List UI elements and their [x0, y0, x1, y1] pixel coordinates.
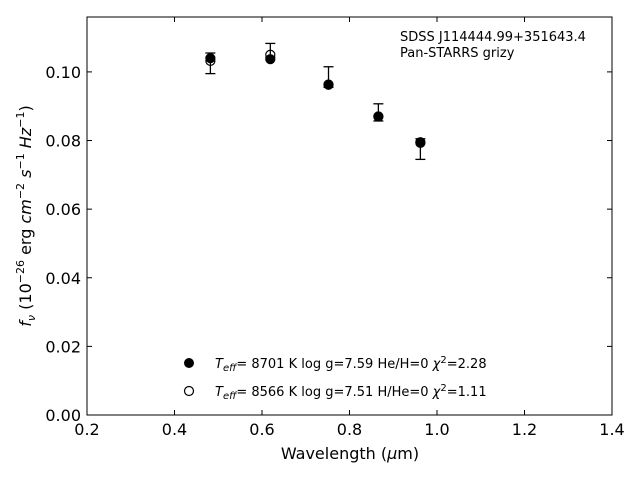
x-tick-label: 1.0 — [424, 420, 449, 439]
legend-1-chi: =2.28 — [447, 357, 487, 372]
legend-2-teff: 8566 K — [251, 385, 297, 400]
x-tick-label: 0.2 — [74, 420, 99, 439]
legend-2-chi: =1.11 — [447, 385, 487, 400]
legend-marker-filled — [184, 358, 194, 368]
legend-1-logg: log g=7.59 — [301, 357, 373, 372]
legend-2-comp: H/He=0 — [377, 385, 428, 400]
legend-2-logg: log g=7.51 — [301, 385, 373, 400]
legend: Teff= 8701 K log g=7.59 He/H=0 χ2=2.28 T… — [183, 355, 487, 402]
legend-1-comp: He/H=0 — [377, 357, 428, 372]
data-point-open — [323, 79, 334, 90]
y-tick-label: 0.06 — [45, 200, 81, 219]
y-tick-label: 0.00 — [45, 406, 81, 425]
legend-marker-open — [183, 385, 195, 397]
data-point-open — [265, 49, 276, 60]
legend-entry-2: Teff= 8566 K log g=7.51 H/He=0 χ2=1.11 — [215, 383, 487, 402]
annotation-line-2: Pan-STARRS grizy — [400, 46, 515, 61]
x-axis-label: Wavelength (μm) — [281, 444, 419, 463]
annotation-line-1: SDSS J114444.99+351643.4 — [400, 30, 586, 45]
y-tick-label: 0.02 — [45, 337, 81, 356]
y-tick-label: 0.10 — [45, 63, 81, 82]
y-axis-ticks: 0.00 0.02 0.04 0.06 0.08 0.10 — [45, 63, 612, 425]
data-point-open — [205, 55, 216, 67]
y-tick-label: 0.08 — [45, 132, 81, 151]
legend-entry-1: Teff= 8701 K log g=7.59 He/H=0 χ2=2.28 — [215, 355, 487, 374]
legend-1-teff: 8701 K — [251, 357, 297, 372]
x-tick-label: 0.6 — [249, 420, 274, 439]
data-point-open — [373, 111, 384, 122]
data-point-filled — [205, 53, 216, 64]
x-tick-label: 1.2 — [512, 420, 537, 439]
y-axis-label: fν (10−26 erg cm−2 s−1 Hz−1) — [14, 105, 38, 326]
data-point-open — [415, 137, 426, 149]
x-tick-label: 1.4 — [599, 420, 624, 439]
x-tick-label: 0.8 — [337, 420, 362, 439]
y-tick-label: 0.04 — [45, 269, 81, 288]
x-tick-label: 0.4 — [162, 420, 187, 439]
data-marks — [205, 42, 426, 161]
x-axis-ticks: 0.2 0.4 0.6 0.8 1.0 1.2 1.4 — [74, 17, 625, 439]
